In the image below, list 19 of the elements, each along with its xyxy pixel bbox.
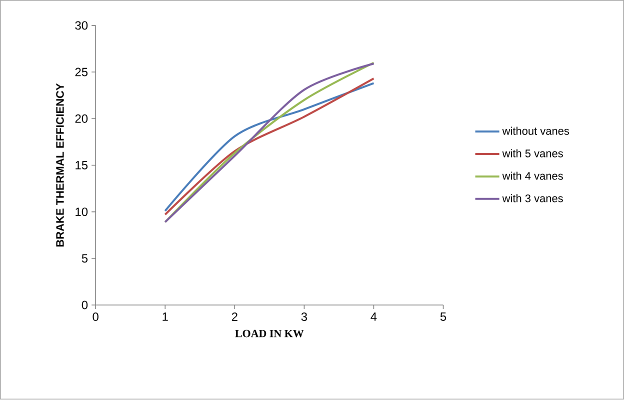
x-tick-label: 0 [92, 312, 98, 322]
x-tick-label: 3 [301, 312, 307, 322]
y-tick-label: 10 [76, 208, 88, 216]
legend-label: with 4 vanes [502, 172, 563, 180]
x-tick-label: 2 [232, 312, 238, 322]
legend-label: with 5 vanes [502, 149, 563, 158]
y-tick-label: 25 [75, 68, 88, 76]
legend-label: without vanes [502, 127, 570, 136]
y-tick-label: 5 [82, 254, 88, 263]
y-tick-label: 0 [82, 300, 88, 310]
x-tick-label: 5 [440, 312, 446, 322]
y-tick-label: 15 [76, 161, 88, 170]
y-tick-label: 20 [75, 114, 88, 124]
x-tick-label: 4 [370, 312, 377, 321]
y-axis-title: BRAKE THERMAL EFFICIENCY [56, 84, 64, 247]
x-tick-label: 1 [162, 312, 168, 321]
legend-label: with 3 vanes [502, 194, 563, 202]
y-tick-label: 30 [75, 21, 88, 30]
x-axis-title: LOAD IN KW [235, 330, 304, 338]
